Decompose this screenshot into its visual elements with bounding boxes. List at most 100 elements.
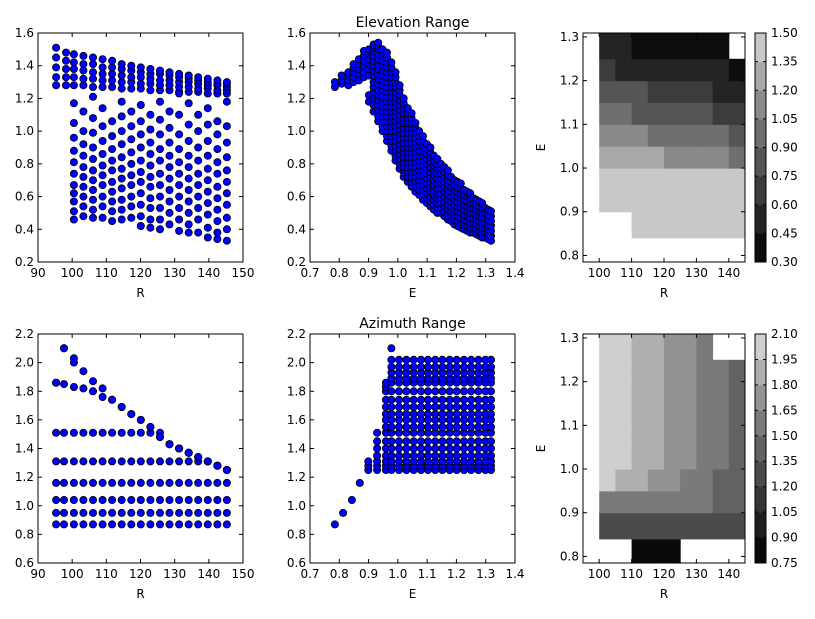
scatter-point (117, 112, 126, 121)
scatter-point (402, 410, 411, 419)
scatter-point (416, 395, 425, 404)
heatmap-cell (696, 512, 714, 540)
scatter-point (411, 119, 420, 128)
scatter-point (203, 136, 212, 145)
x-tick-label: 0.9 (359, 266, 378, 280)
x-tick-label: 120 (653, 266, 676, 280)
scatter-point (146, 161, 155, 170)
scatter-point (98, 161, 107, 170)
scatter-point (108, 83, 117, 92)
scatter-point (52, 63, 61, 72)
heatmap-cell (680, 359, 697, 383)
scatter-point (194, 215, 203, 224)
colorbar-tick-label: 0.45 (771, 226, 798, 240)
scatter-point (391, 68, 400, 77)
scatter-point (355, 478, 364, 487)
scatter-point (409, 402, 418, 411)
y-tick-label: 0.8 (560, 248, 579, 262)
heatmap-cell (712, 124, 730, 147)
scatter-point (445, 355, 454, 364)
scatter-point (69, 478, 78, 487)
y-tick-label: 1.3 (560, 30, 579, 44)
scatter-point (416, 444, 425, 453)
chart-title: Elevation Range (356, 15, 470, 31)
y-tick-label: 1.0 (287, 499, 306, 513)
colorbar-tick-label: 1.05 (771, 112, 798, 126)
scatter-point (443, 166, 452, 175)
scatter-point (89, 143, 98, 152)
scatter-point (222, 166, 231, 175)
scatter-point (146, 223, 155, 232)
y-tick-label: 0.2 (15, 255, 34, 269)
scatter-point (474, 387, 483, 396)
heatmap-cell (631, 146, 649, 169)
scatter-point (184, 163, 193, 172)
scatter-point (438, 444, 447, 453)
scatter-point (175, 520, 184, 529)
heatmap-cell (664, 403, 681, 426)
scatter-point (409, 362, 418, 371)
heatmap-cell (712, 512, 730, 540)
scatter-point (431, 444, 440, 453)
scatter-point (222, 465, 231, 474)
scatter-point (165, 220, 174, 229)
x-tick-label: 110 (620, 266, 643, 280)
scatter-point (194, 156, 203, 165)
colorbar-tick-label: 1.65 (771, 403, 798, 417)
y-tick-label: 1.2 (287, 91, 306, 105)
scatter-point (146, 422, 155, 431)
scatter-point (146, 215, 155, 224)
scatter-point (60, 428, 69, 437)
scatter-point (373, 437, 382, 446)
y-tick-label: 1.2 (560, 375, 579, 389)
scatter-point (108, 63, 117, 72)
y-axis-label: E (534, 445, 548, 453)
heatmap-cell (647, 469, 665, 492)
scatter-point (117, 78, 126, 87)
heatmap-cell (599, 58, 616, 82)
scatter-point (165, 508, 174, 517)
scatter-point (452, 422, 461, 431)
colorbar-segment (755, 359, 766, 386)
x-tick-label: 100 (61, 567, 84, 581)
heatmap-cell (599, 168, 616, 191)
scatter-point (222, 520, 231, 529)
scatter-point (98, 149, 107, 158)
heatmap-cell (664, 33, 681, 60)
heatmap-cell (615, 359, 633, 383)
scatter-point (165, 520, 174, 529)
scatter-point (373, 444, 382, 453)
colorbar-tick-label: 1.35 (771, 454, 798, 468)
scatter-point (387, 422, 396, 431)
heatmap-cell (647, 447, 665, 470)
heatmap-cell (599, 403, 616, 426)
scatter-point (52, 378, 61, 387)
scatter-point (89, 166, 98, 175)
scatter-point (203, 74, 212, 83)
heatmap-cell (664, 381, 681, 404)
heatmap-cell (680, 33, 697, 60)
scatter-point (89, 495, 98, 504)
scatter-point (69, 158, 78, 167)
x-tick-label: 1.3 (476, 567, 495, 581)
x-tick-label: 1.4 (505, 266, 524, 280)
heatmap-cell (599, 469, 616, 492)
scatter-point (108, 56, 117, 65)
scatter-point (146, 478, 155, 487)
scatter-point (98, 83, 107, 92)
heatmap-cell (615, 334, 633, 361)
scatter-point (52, 43, 61, 52)
x-tick-label: 140 (717, 567, 740, 581)
heatmap-cell (680, 80, 697, 103)
scatter-point (155, 66, 164, 75)
scatter-point (127, 457, 136, 466)
scatter-point (69, 99, 78, 108)
scatter-point (136, 101, 145, 110)
scatter-point (79, 478, 88, 487)
scatter-point (69, 65, 78, 74)
scatter-point (146, 457, 155, 466)
y-tick-label: 1.0 (560, 161, 579, 175)
scatter-point (52, 457, 61, 466)
scatter-point (127, 520, 136, 529)
y-tick-label: 1.2 (15, 91, 34, 105)
